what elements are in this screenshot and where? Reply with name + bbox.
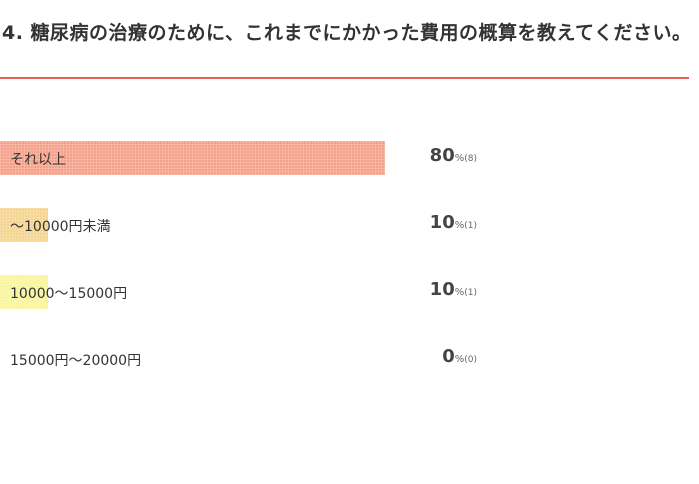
- answer-row: 10000～15000円 10%(1): [0, 275, 699, 309]
- percentage-value: 10: [429, 279, 455, 300]
- percentage-value: 10: [429, 212, 455, 233]
- answer-bar: [0, 141, 385, 175]
- answer-percentage: 0%(0): [442, 346, 477, 371]
- percent-sign: %: [454, 287, 465, 298]
- response-count: (0): [464, 355, 477, 365]
- answer-percentage: 10%(1): [430, 279, 477, 304]
- response-count: (8): [464, 154, 477, 164]
- answer-percentage: 80%(8): [430, 145, 477, 170]
- answer-label: 10000～15000円: [10, 286, 128, 302]
- percent-sign: %: [454, 354, 465, 365]
- percent-sign: %: [454, 153, 465, 164]
- response-count: (1): [464, 221, 477, 231]
- answer-row: それ以上 80%(8): [0, 141, 699, 175]
- answer-percentage: 10%(1): [430, 212, 477, 237]
- answer-label: 15000円～20000円: [10, 353, 142, 369]
- answer-row: 15000円～20000円 0%(0): [0, 342, 699, 376]
- question-title: 4. 糖尿病の治療のために、これまでにかかった費用の概算を教えてください。: [2, 22, 692, 44]
- percentage-value: 0: [442, 346, 455, 367]
- answer-row: ～10000円未満 10%(1): [0, 208, 699, 242]
- answer-bar: [0, 275, 48, 309]
- percentage-value: 80: [429, 145, 455, 166]
- title-divider: [0, 77, 689, 79]
- answer-label: それ以上: [10, 152, 66, 168]
- percent-sign: %: [454, 220, 465, 231]
- answer-label: ～10000円未満: [10, 219, 111, 235]
- response-count: (1): [464, 288, 477, 298]
- answer-bar: [0, 208, 48, 242]
